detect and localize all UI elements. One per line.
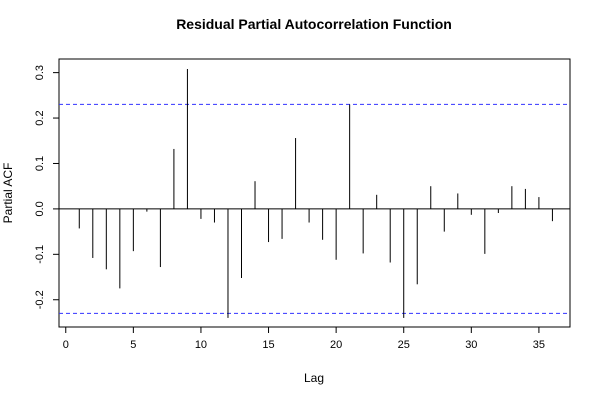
x-axis: 0 5 10 15 20 25 30 35	[63, 327, 545, 351]
x-tick-label: 25	[398, 339, 410, 351]
pacf-bars	[78, 68, 553, 318]
x-tick-label: 30	[465, 339, 477, 351]
x-tick-label: 0	[63, 339, 69, 351]
x-tick-label: 5	[130, 339, 136, 351]
x-tick-label: 10	[195, 339, 207, 351]
y-axis-label: Partial ACF	[1, 163, 15, 224]
y-tick-label: 0.3	[34, 65, 46, 80]
y-tick-label: 0.0	[34, 201, 46, 216]
x-tick-label: 20	[330, 339, 342, 351]
chart-title: Residual Partial Autocorrelation Functio…	[176, 16, 452, 32]
y-tick-label: 0.1	[34, 156, 46, 171]
y-tick-label: -0.1	[34, 245, 46, 264]
y-tick-label: 0.2	[34, 110, 46, 125]
plot-frame	[58, 58, 571, 328]
y-tick-label: -0.2	[34, 290, 46, 309]
x-tick-label: 35	[533, 339, 545, 351]
x-axis-label: Lag	[304, 371, 324, 385]
y-axis: -0.2 -0.1 0.0 0.1 0.2 0.3	[34, 65, 59, 309]
x-tick-label: 15	[262, 339, 274, 351]
confidence-band-lines	[59, 103, 570, 314]
